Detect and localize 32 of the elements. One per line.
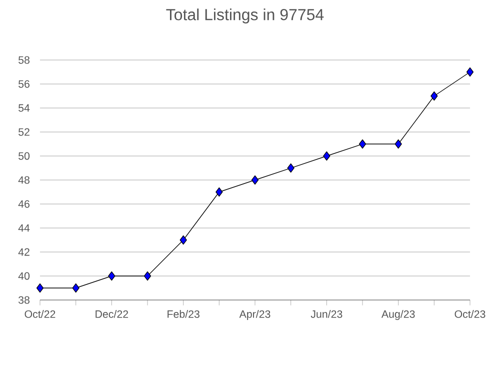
y-tick-label: 46 xyxy=(18,200,30,208)
y-tick-label: 50 xyxy=(18,152,30,160)
y-tick-label: 40 xyxy=(18,272,30,280)
y-tick-label: 42 xyxy=(18,248,30,256)
x-tick-label: Jun/23 xyxy=(310,310,342,318)
y-tick-label: 56 xyxy=(18,80,30,88)
point xyxy=(108,271,116,281)
point xyxy=(287,163,294,173)
y-tick-label: 48 xyxy=(18,176,30,184)
point xyxy=(358,139,366,149)
y-tick-label: 54 xyxy=(18,104,30,112)
point xyxy=(72,283,80,293)
point xyxy=(216,187,223,197)
x-tick-label: Oct/23 xyxy=(454,310,486,318)
point xyxy=(430,91,438,101)
x-tick-label: Feb/23 xyxy=(168,310,200,318)
point xyxy=(180,235,187,245)
point xyxy=(323,151,330,161)
x-tick-label: Dec/22 xyxy=(96,310,128,318)
point xyxy=(251,175,259,185)
point xyxy=(466,67,474,77)
y-tick-label: 38 xyxy=(18,296,30,304)
point xyxy=(144,271,152,281)
x-tick-label: Oct/22 xyxy=(24,310,56,318)
y-tick-label: 44 xyxy=(18,224,30,232)
x-tick-label: Apr/23 xyxy=(239,310,270,320)
chart-title: Total Listings in 97754 xyxy=(166,8,324,24)
x-tick-label: Aug/23 xyxy=(381,310,415,320)
y-tick-label: 52 xyxy=(18,128,30,136)
point xyxy=(394,139,402,149)
point xyxy=(36,283,44,293)
y-tick-label: 58 xyxy=(18,56,30,64)
